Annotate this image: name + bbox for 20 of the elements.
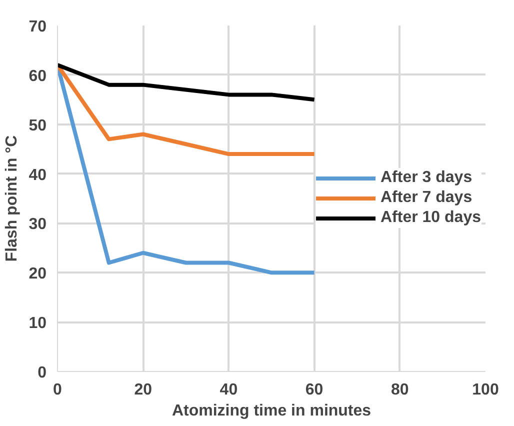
line-series bbox=[58, 63, 316, 102]
x-tick-label: 100 bbox=[472, 382, 499, 398]
y-tick-label: 0 bbox=[38, 364, 47, 382]
y-tick-label: 10 bbox=[28, 315, 47, 332]
x-tick-label: 40 bbox=[220, 382, 238, 398]
y-tick-label: 50 bbox=[28, 117, 47, 134]
y-tick-label: 20 bbox=[28, 266, 47, 283]
y-tick-label: 70 bbox=[28, 18, 47, 36]
x-axis-title: Atomizing time in minutes bbox=[172, 402, 372, 420]
x-tick-label: 0 bbox=[53, 382, 62, 398]
legend-label: After 3 days bbox=[380, 169, 472, 187]
x-tick-label: 20 bbox=[134, 382, 152, 398]
x-tick-label: 80 bbox=[391, 382, 409, 398]
y-tick-label: 30 bbox=[28, 216, 47, 234]
y-tick-label: 40 bbox=[28, 166, 47, 184]
y-tick-label: 60 bbox=[28, 68, 47, 85]
legend-label: After 10 days bbox=[380, 209, 481, 227]
legend-label: After 7 days bbox=[380, 189, 472, 207]
y-axis-title: Flash point in °C bbox=[4, 134, 21, 262]
x-tick-label: 60 bbox=[305, 382, 324, 398]
